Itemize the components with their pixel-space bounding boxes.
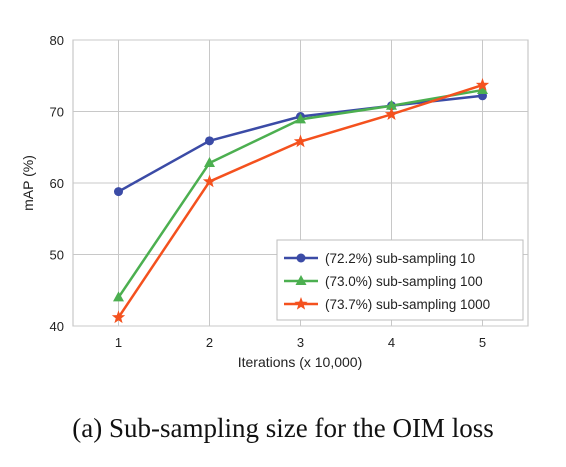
x-tick-label: 4: [388, 335, 395, 350]
y-tick-label: 70: [50, 105, 64, 120]
data-point: [477, 84, 488, 95]
x-tick-labels: 1 2 3 4 5: [115, 335, 486, 350]
legend-entry: (73.0%) sub-sampling 100: [284, 274, 483, 289]
line-chart: 40 50 60 70 80 1 2 3 4 5 Iterations (x 10,000) m…: [20, 33, 529, 370]
y-tick-label: 60: [50, 176, 64, 191]
data-point: [475, 78, 490, 91]
series-star: [111, 78, 490, 324]
legend-entry: (72.2%) sub-sampling 10: [284, 251, 475, 266]
data-point: [386, 99, 397, 110]
legend-label: (72.2%) sub-sampling 10: [325, 251, 475, 266]
y-tick-label: 40: [50, 319, 64, 334]
legend-entry: (73.7%) sub-sampling 1000: [284, 297, 490, 312]
legend-label: (73.0%) sub-sampling 100: [325, 274, 483, 289]
legend-marker: [296, 253, 306, 263]
data-point: [205, 136, 214, 146]
x-tick-label: 3: [297, 335, 304, 350]
y-tick-label: 50: [50, 248, 64, 263]
series-triangle: [113, 84, 488, 302]
x-tick-label: 5: [479, 335, 486, 350]
legend: (72.2%) sub-sampling 10 (73.0%) sub-sampl…: [276, 239, 524, 321]
data-point: [204, 156, 215, 167]
data-point: [111, 310, 126, 324]
data-point: [113, 291, 124, 302]
x-tick-label: 1: [115, 335, 122, 350]
y-axis-label: mAP (%): [20, 155, 36, 211]
figure-caption: (a) Sub-sampling size for the OIM loss: [72, 413, 494, 443]
y-tick-label: 80: [50, 33, 64, 48]
y-tick-labels: 40 50 60 70 80: [50, 33, 64, 334]
data-point: [293, 134, 308, 148]
legend-marker: [295, 275, 307, 285]
data-point: [295, 113, 306, 124]
legend-label: (73.7%) sub-sampling 1000: [325, 297, 490, 312]
data-point: [114, 187, 123, 197]
x-axis-label: Iterations (x 10,000): [238, 354, 363, 370]
x-tick-label: 2: [206, 335, 213, 350]
legend-marker: [294, 297, 308, 310]
data-point: [202, 174, 217, 188]
series-group: [111, 78, 490, 324]
data-point: [384, 107, 399, 121]
